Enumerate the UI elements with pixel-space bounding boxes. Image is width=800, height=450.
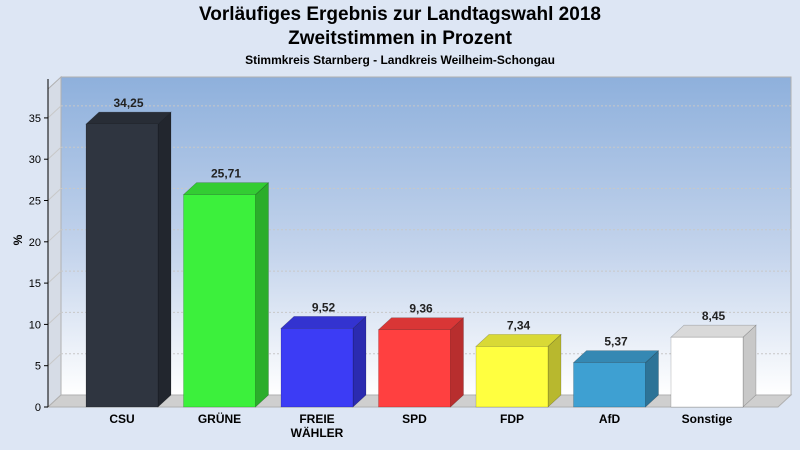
bar-top	[280, 316, 367, 329]
bar-afd	[572, 349, 660, 408]
bar-side	[547, 333, 562, 408]
value-label: 9,36	[409, 302, 433, 316]
bar-sonstige	[670, 324, 757, 408]
bar-side	[742, 324, 757, 408]
y-tick-label: 10	[29, 319, 41, 331]
bar-freie-wähler	[280, 315, 367, 408]
y-tick-label: 5	[35, 361, 41, 373]
bar-csu	[85, 111, 172, 408]
plot-side-wall	[47, 75, 62, 409]
grid-line-side	[47, 229, 62, 243]
grid-line-side	[47, 188, 62, 201]
labels: 34,25 CSU 25,71 GRÜNE 9,52 FREIE WÄHLER 9,36 SPD…	[109, 96, 732, 440]
chart-title: Vorläufiges Ergebnis zur Landtagswahl 20…	[199, 4, 601, 25]
grid-line-side	[47, 270, 62, 284]
value-label: 8,45	[702, 309, 726, 323]
bar-front	[85, 123, 159, 408]
y-tick-label: 35	[29, 113, 41, 125]
bar-top	[377, 317, 465, 330]
bar-front	[378, 329, 451, 408]
grid-line-side	[47, 146, 62, 160]
axes: 0 5 10 15 20 25 30 35%	[11, 79, 49, 414]
bar-grüne	[182, 181, 270, 408]
category-label: FREIE WÄHLER	[291, 412, 344, 440]
bar-top	[85, 111, 172, 125]
y-tick-label: 15	[29, 278, 41, 290]
bar-top	[670, 324, 757, 338]
chart-subtitle: Zweitstimmen in Prozent	[288, 28, 512, 49]
grid-lines	[47, 105, 791, 367]
value-label: 34,25	[113, 96, 143, 110]
bar-front	[280, 328, 354, 408]
value-label: 7,34	[507, 318, 531, 332]
bar-top	[572, 350, 660, 363]
bar-front	[475, 346, 549, 408]
bar-front	[670, 336, 744, 408]
bar-side	[352, 315, 367, 408]
chart-region-subtitle: Stimmkreis Starnberg - Landkreis Weilhei…	[245, 53, 555, 67]
y-tick-label: 30	[29, 154, 41, 166]
bar-top	[182, 182, 270, 195]
category-label: Sonstige	[682, 412, 733, 426]
grid-line-side	[47, 312, 62, 325]
category-label: FDP	[500, 412, 524, 426]
bar-top	[475, 334, 562, 347]
y-axis-label: %	[11, 234, 25, 245]
grid-line-side	[47, 105, 62, 119]
y-tick-label: 0	[35, 402, 41, 414]
category-label: CSU	[109, 412, 134, 426]
bar-spd	[377, 317, 465, 408]
value-label: 5,37	[604, 335, 628, 349]
bar-side	[255, 181, 269, 408]
bar-front	[183, 194, 256, 408]
value-label: 9,52	[312, 300, 336, 314]
y-tick-label: 25	[29, 196, 41, 208]
bars	[85, 111, 757, 408]
bar-fdp	[475, 333, 562, 408]
value-label: 25,71	[211, 167, 241, 181]
category-label: SPD	[402, 412, 427, 426]
category-label: GRÜNE	[198, 411, 241, 426]
grid-line-side	[47, 353, 62, 367]
bar-front	[573, 362, 646, 408]
y-tick-label: 20	[29, 237, 41, 249]
bar-side	[450, 317, 464, 408]
bar-side	[157, 111, 172, 408]
category-label: AfD	[599, 412, 621, 426]
